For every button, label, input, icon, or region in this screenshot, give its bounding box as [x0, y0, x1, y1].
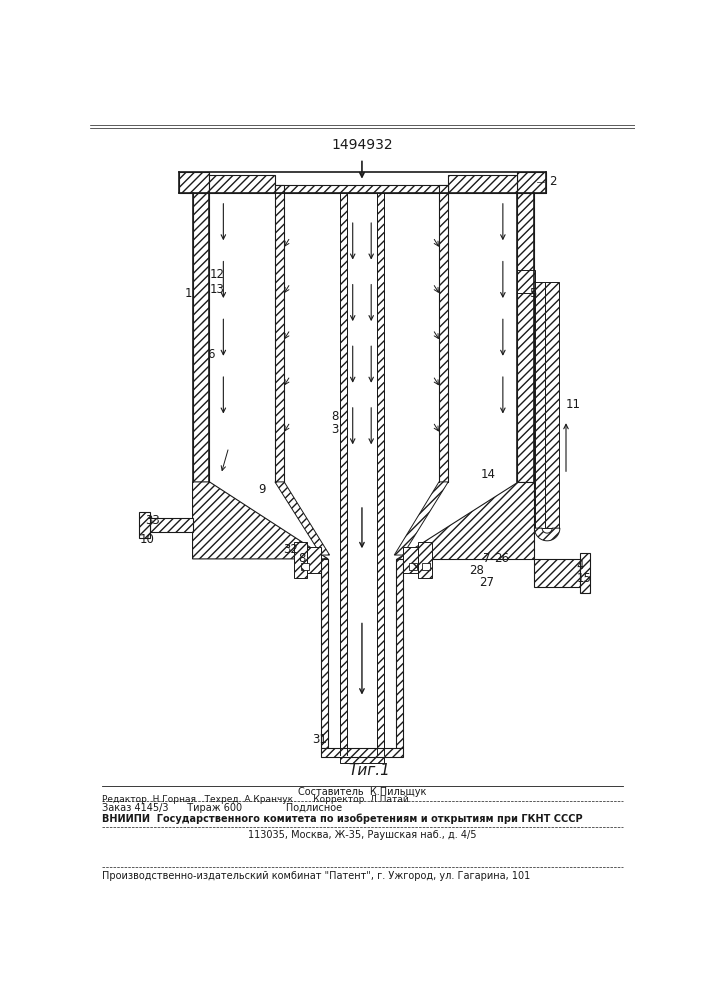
- Text: ВНИИПИ  Государственного комитета по изобретениям и открытиям при ГКНТ СССР: ВНИИПИ Государственного комитета по изоб…: [102, 813, 583, 824]
- Text: 14: 14: [481, 468, 496, 481]
- Polygon shape: [418, 542, 432, 578]
- Bar: [422, 563, 430, 570]
- Polygon shape: [340, 193, 347, 755]
- Text: 1: 1: [185, 287, 192, 300]
- Text: 26: 26: [494, 552, 509, 565]
- Polygon shape: [192, 482, 328, 559]
- Polygon shape: [517, 172, 546, 193]
- Text: 8: 8: [298, 552, 305, 565]
- Text: 9: 9: [258, 483, 266, 496]
- Polygon shape: [395, 482, 448, 555]
- Text: 28: 28: [469, 564, 484, 577]
- Text: Τиг.1: Τиг.1: [349, 763, 390, 778]
- Text: 12: 12: [210, 267, 225, 280]
- Polygon shape: [545, 282, 559, 528]
- Text: 1494932: 1494932: [331, 138, 393, 152]
- Polygon shape: [517, 270, 535, 293]
- Text: 10: 10: [139, 533, 154, 546]
- Text: Производственно-издательский комбинат "Патент", г. Ужгород, ул. Гагарина, 101: Производственно-издательский комбинат "П…: [102, 871, 530, 881]
- Polygon shape: [321, 559, 328, 748]
- Text: 8: 8: [332, 410, 339, 423]
- Polygon shape: [192, 193, 209, 482]
- Polygon shape: [396, 482, 534, 559]
- Polygon shape: [340, 755, 383, 763]
- Polygon shape: [396, 559, 403, 748]
- Polygon shape: [209, 175, 275, 193]
- Polygon shape: [275, 482, 329, 555]
- Text: Составитель  К.Пильщук: Составитель К.Пильщук: [298, 787, 426, 797]
- Polygon shape: [535, 282, 545, 528]
- Text: 32: 32: [284, 543, 298, 556]
- Text: Редактор  Н.Горная   Техред  А.Кранчук       Корректор  Л.Патай: Редактор Н.Горная Техред А.Кранчук Корре…: [102, 795, 409, 804]
- Polygon shape: [294, 542, 308, 578]
- Text: 33: 33: [145, 514, 160, 527]
- Polygon shape: [403, 547, 418, 573]
- Polygon shape: [139, 512, 150, 538]
- Polygon shape: [321, 748, 403, 757]
- Polygon shape: [377, 193, 383, 755]
- Text: 5: 5: [529, 287, 537, 300]
- Text: 31: 31: [312, 733, 327, 746]
- Text: 2: 2: [549, 175, 556, 188]
- Polygon shape: [448, 175, 517, 193]
- Bar: [301, 563, 309, 570]
- Text: 11: 11: [566, 398, 581, 411]
- Text: 15: 15: [577, 572, 592, 585]
- Polygon shape: [179, 172, 209, 193]
- Text: Заказ 4145/3      Тираж 600              Подлисное: Заказ 4145/3 Тираж 600 Подлисное: [102, 803, 341, 813]
- Text: 113035, Москва, Ж-35, Раушская наб., д. 4/5: 113035, Москва, Ж-35, Раушская наб., д. …: [247, 830, 477, 840]
- Polygon shape: [580, 553, 590, 593]
- Text: 4: 4: [577, 559, 584, 572]
- Polygon shape: [517, 193, 534, 482]
- Polygon shape: [150, 518, 192, 532]
- Text: 3: 3: [332, 423, 339, 436]
- Text: 27: 27: [479, 576, 494, 588]
- Polygon shape: [534, 528, 560, 541]
- Polygon shape: [439, 185, 448, 482]
- Polygon shape: [275, 185, 448, 193]
- Polygon shape: [275, 185, 284, 482]
- Bar: [409, 563, 416, 570]
- Text: 6: 6: [207, 348, 215, 361]
- Polygon shape: [308, 547, 321, 573]
- Text: 7: 7: [483, 552, 491, 565]
- Text: 13: 13: [210, 283, 225, 296]
- Polygon shape: [534, 559, 580, 587]
